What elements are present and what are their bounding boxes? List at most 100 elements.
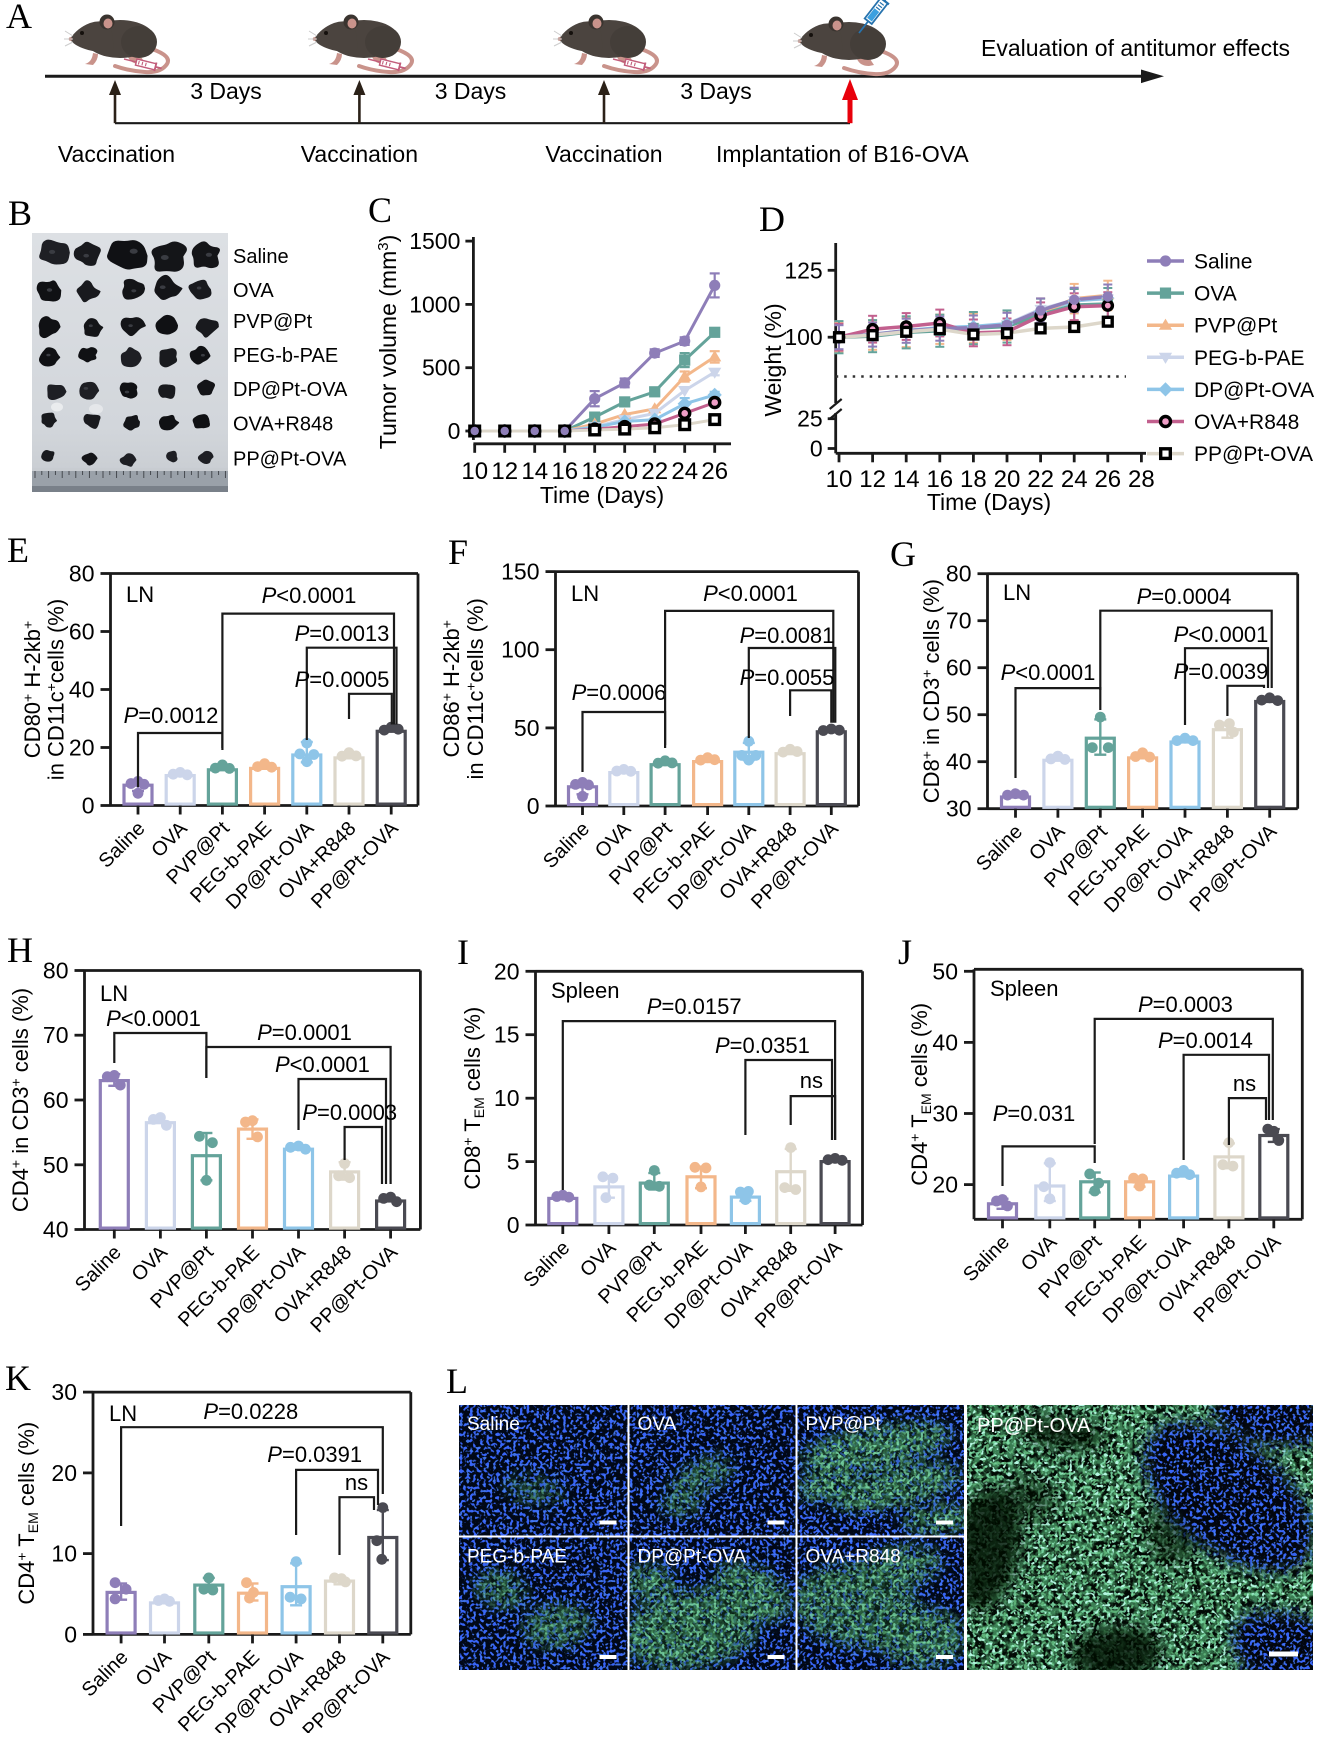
svg-text:10: 10: [494, 1085, 520, 1111]
svg-text:24: 24: [671, 458, 698, 485]
svg-text:E: E: [7, 530, 29, 570]
svg-text:DP@Pt-OVA: DP@Pt-OVA: [233, 379, 348, 401]
svg-text:CD4+​ TEM​ cells (%): CD4+​ TEM​ cells (%): [14, 1422, 41, 1605]
svg-text:P<0.0001: P<0.0001: [262, 583, 357, 608]
svg-text:I: I: [457, 932, 469, 972]
svg-text:F: F: [448, 532, 468, 572]
svg-text:10: 10: [461, 458, 488, 485]
svg-text:26: 26: [1094, 466, 1121, 493]
svg-text:40: 40: [43, 1217, 69, 1243]
svg-text:60: 60: [69, 619, 95, 645]
svg-text:Vaccination: Vaccination: [545, 141, 662, 167]
svg-text:Saline: Saline: [1194, 251, 1252, 274]
svg-text:P=0.031: P=0.031: [993, 1101, 1076, 1126]
svg-text:PVP@Pt: PVP@Pt: [1194, 315, 1277, 338]
svg-text:50: 50: [946, 702, 972, 728]
svg-text:OVA+R848: OVA+R848: [233, 414, 333, 436]
svg-text:P=0.0039: P=0.0039: [1174, 659, 1269, 684]
svg-text:0: 0: [810, 436, 823, 462]
svg-text:P<0.0001: P<0.0001: [106, 1006, 201, 1031]
svg-text:20: 20: [51, 1460, 77, 1486]
svg-text:L: L: [446, 1361, 468, 1401]
svg-text:125: 125: [784, 257, 822, 283]
svg-text:P=0.0351: P=0.0351: [715, 1033, 810, 1058]
svg-text:OVA+R848: OVA+R848: [806, 1547, 901, 1568]
svg-text:60: 60: [946, 655, 972, 681]
svg-text:ns: ns: [1233, 1071, 1256, 1096]
svg-text:LN: LN: [1003, 580, 1031, 605]
svg-text:PVP@Pt: PVP@Pt: [806, 1414, 882, 1435]
svg-text:K: K: [5, 1358, 31, 1398]
svg-text:80: 80: [69, 561, 95, 587]
svg-text:D: D: [759, 199, 785, 239]
svg-text:20: 20: [494, 958, 520, 984]
svg-text:50: 50: [514, 715, 540, 741]
svg-text:OVA: OVA: [233, 280, 274, 302]
svg-text:PEG-b-PAE: PEG-b-PAE: [233, 345, 338, 367]
svg-text:H: H: [7, 930, 33, 970]
svg-text:DP@Pt-OVA: DP@Pt-OVA: [638, 1547, 747, 1568]
svg-text:70: 70: [946, 608, 972, 634]
svg-text:0: 0: [82, 793, 95, 819]
svg-text:22: 22: [1027, 466, 1054, 493]
svg-text:1500: 1500: [409, 228, 460, 254]
svg-text:24: 24: [1061, 466, 1088, 493]
svg-text:50: 50: [932, 958, 958, 984]
svg-text:80: 80: [946, 561, 972, 587]
svg-text:CD8+​ TEM​ cells (%): CD8+​ TEM​ cells (%): [460, 1007, 487, 1190]
svg-text:1000: 1000: [409, 291, 460, 317]
svg-text:3 Days: 3 Days: [190, 78, 262, 104]
svg-text:12: 12: [859, 466, 886, 493]
svg-text:18: 18: [581, 458, 608, 485]
svg-text:J: J: [898, 932, 912, 972]
svg-text:P=0.0055: P=0.0055: [740, 665, 835, 690]
svg-text:P=0.0081: P=0.0081: [740, 623, 835, 648]
svg-text:Saline: Saline: [233, 246, 289, 268]
svg-text:500: 500: [422, 355, 460, 381]
svg-text:Spleen: Spleen: [551, 978, 620, 1003]
svg-text:Implantation of B16-OVA: Implantation of B16-OVA: [716, 141, 969, 167]
svg-text:P=0.0006: P=0.0006: [572, 680, 667, 705]
svg-text:16: 16: [926, 466, 953, 493]
svg-text:0: 0: [448, 418, 461, 444]
svg-text:70: 70: [43, 1022, 69, 1048]
svg-text:0: 0: [507, 1212, 520, 1238]
svg-text:150: 150: [501, 559, 539, 585]
svg-text:P<0.0001: P<0.0001: [703, 581, 798, 606]
svg-text:3 Days: 3 Days: [435, 78, 507, 104]
svg-text:OVA: OVA: [1194, 283, 1237, 306]
svg-text:P=0.0228: P=0.0228: [203, 1399, 298, 1424]
svg-text:P=0.0004: P=0.0004: [1137, 584, 1232, 609]
svg-text:LN: LN: [100, 981, 128, 1006]
svg-text:LN: LN: [109, 1401, 137, 1426]
svg-text:Time (Days): Time (Days): [540, 482, 664, 508]
svg-text:A: A: [6, 0, 32, 36]
svg-text:P<0.0001: P<0.0001: [275, 1052, 370, 1077]
svg-text:P=0.0005: P=0.0005: [295, 667, 390, 692]
svg-text:LN: LN: [571, 581, 599, 606]
svg-text:40: 40: [932, 1029, 958, 1055]
svg-text:0: 0: [64, 1621, 77, 1647]
svg-text:Saline: Saline: [467, 1414, 520, 1435]
svg-text:CD8+​ in CD3+​ cells (%): CD8+​ in CD3+​ cells (%): [919, 579, 944, 803]
svg-text:ns: ns: [800, 1068, 823, 1093]
svg-text:10: 10: [51, 1541, 77, 1567]
svg-text:40: 40: [69, 677, 95, 703]
svg-text:14: 14: [893, 466, 920, 493]
svg-text:30: 30: [51, 1379, 77, 1405]
svg-text:Vaccination: Vaccination: [58, 141, 175, 167]
svg-text:100: 100: [784, 324, 822, 350]
svg-text:DP@Pt-OVA: DP@Pt-OVA: [1194, 379, 1314, 402]
svg-text:PVP@Pt: PVP@Pt: [233, 311, 313, 333]
svg-text:10: 10: [826, 466, 853, 493]
svg-text:P=0.0014: P=0.0014: [1158, 1028, 1253, 1053]
svg-text:Vaccination: Vaccination: [301, 141, 418, 167]
svg-text:OVA: OVA: [638, 1414, 677, 1435]
svg-text:20: 20: [932, 1172, 958, 1198]
svg-text:B: B: [8, 193, 32, 233]
svg-text:Weight (%): Weight (%): [760, 303, 786, 416]
svg-text:40: 40: [946, 749, 972, 775]
svg-text:26: 26: [701, 458, 728, 485]
svg-text:PP@Pt-OVA: PP@Pt-OVA: [977, 1415, 1091, 1437]
svg-text:60: 60: [43, 1087, 69, 1113]
